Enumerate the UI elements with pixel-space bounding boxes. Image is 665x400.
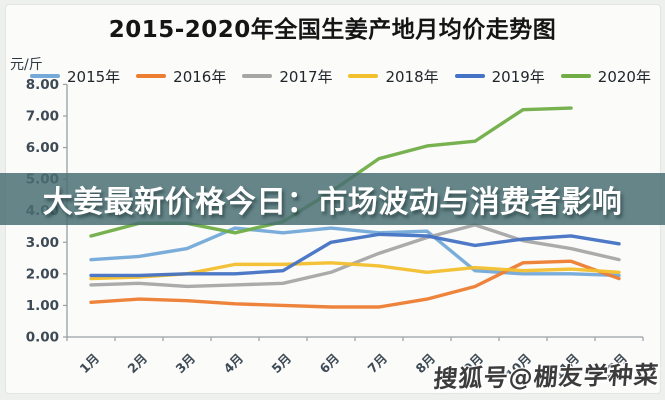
legend-item: 2019年 (454, 66, 545, 87)
chart-legend: 2015年 2016年 2017年 2018年 2019年 2020年 (30, 66, 651, 86)
x-axis-tick-label: 2月 (125, 351, 151, 377)
x-axis-tick-label: 7月 (365, 351, 391, 377)
series-line-2015年 (89, 226, 621, 278)
chart-title: 2015-2020年全国生姜产地月均价走势图 (108, 17, 557, 43)
legend-label: 2015年 (67, 67, 121, 86)
y-axis-tick-label: 6.00 (26, 140, 59, 156)
y-axis-tick-label: 3.00 (26, 235, 59, 251)
legend-label: 2020年 (597, 67, 651, 86)
legend-swatch-line-icon (348, 73, 379, 79)
legend-item: 2020年 (560, 66, 651, 87)
legend-item: 2017年 (242, 66, 333, 87)
series-line-2019年 (89, 232, 621, 278)
legend-swatch-line-icon (454, 73, 485, 79)
series-line-2018年 (89, 261, 621, 281)
legend-item: 2016年 (136, 66, 226, 87)
legend-swatch-line-icon (560, 73, 591, 79)
watermark-text: 搜狐号@棚友学种菜 (432, 361, 661, 393)
legend-swatch-line-icon (136, 73, 167, 79)
headline-banner: 大姜最新价格今日：市场波动与消费者影响 (0, 173, 665, 225)
headline-text: 大姜最新价格今日：市场波动与消费者影响 (42, 185, 623, 220)
y-axis-unit-label: 元/斤 (10, 57, 43, 73)
x-axis-tick-label: 1月 (77, 351, 103, 377)
y-axis-tick-label: 7.00 (26, 108, 59, 124)
legend-label: 2017年 (279, 67, 333, 86)
legend-swatch-line-icon (30, 73, 60, 79)
legend-item: 2018年 (348, 66, 439, 87)
legend-label: 2016年 (173, 67, 227, 86)
x-axis-tick-label: 3月 (173, 351, 199, 377)
y-axis-tick-label: 8.00 (26, 77, 59, 93)
legend-item: 2015年 (30, 66, 120, 87)
y-axis-tick-label: 1.00 (26, 298, 59, 314)
legend-label: 2019年 (491, 67, 545, 86)
x-axis-tick-label: 5月 (269, 351, 295, 377)
legend-swatch-line-icon (242, 73, 273, 79)
x-axis-tick-label: 6月 (317, 351, 343, 377)
y-axis-tick-label: 2.00 (26, 266, 59, 282)
series-line-2017年 (89, 223, 621, 289)
y-axis-tick-label: 0.00 (26, 330, 59, 346)
x-axis-tick-label: 4月 (221, 351, 247, 377)
series-line-2016年 (89, 259, 621, 309)
legend-label: 2018年 (385, 67, 439, 86)
